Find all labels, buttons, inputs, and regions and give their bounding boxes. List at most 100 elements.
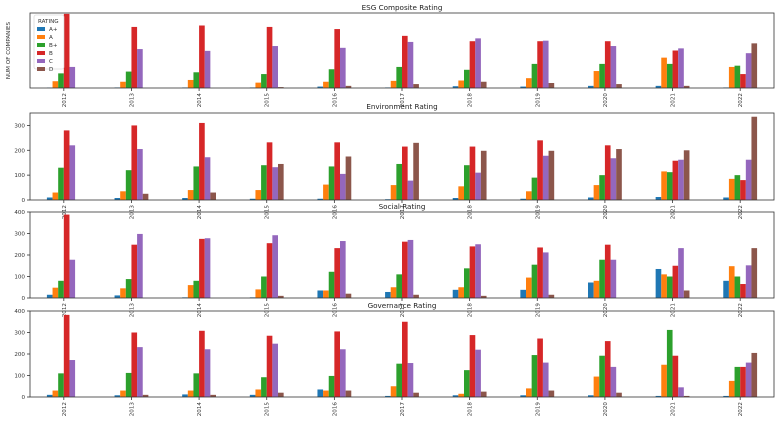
bar-A-2015 (255, 389, 262, 397)
y-tick-label: 100 (14, 173, 25, 179)
bar-B-2016 (334, 248, 340, 298)
bar-Aplus-2014 (182, 394, 188, 397)
bar-Bplus-2017 (396, 274, 402, 298)
bar-B-2021 (672, 355, 679, 397)
bar-A-2014 (187, 390, 194, 397)
bar-D-2022 (751, 248, 758, 298)
bar-A-2019 (526, 277, 532, 298)
legend-label: A+ (49, 27, 58, 33)
bar-Aplus-2018 (452, 395, 459, 397)
bar-B-2019 (537, 247, 543, 298)
bar-D-2017 (413, 392, 419, 397)
bar-B-2012 (63, 13, 70, 89)
bar-Bplus-2019 (531, 177, 538, 200)
bar-Bplus-2018 (464, 268, 470, 298)
bar-C-2014 (204, 157, 211, 200)
bar-Aplus-2020 (588, 395, 594, 397)
bar-Bplus-2017 (396, 66, 402, 88)
bar-Aplus-2017 (385, 395, 391, 397)
bar-Aplus-2018 (452, 289, 459, 298)
bar-Aplus-2016 (317, 389, 324, 397)
bar-C-2015 (272, 167, 278, 200)
legend: RATING A+ A B+ BCD (33, 14, 65, 73)
bar-A-2015 (255, 190, 262, 200)
bar-Aplus-2014 (182, 198, 188, 200)
bar-D-2021 (683, 395, 690, 397)
bar-B-2022 (740, 284, 746, 298)
bar-C-2017 (407, 180, 414, 200)
bar-B-2017 (402, 35, 408, 88)
bar-A-2014 (187, 79, 194, 88)
bar-Bplus-2017 (396, 363, 402, 397)
bar-D-2019 (548, 83, 555, 88)
legend-swatch (37, 35, 45, 39)
bar-Bplus-2013 (125, 71, 132, 88)
bar-Bplus-2013 (125, 372, 132, 397)
bar-C-2014 (204, 238, 211, 298)
x-tick-label: 2020 (603, 303, 609, 318)
bar-Bplus-2020 (599, 259, 605, 298)
bar-Aplus-2022 (723, 395, 729, 397)
bar-C-2017 (407, 41, 414, 88)
chart-title: Governance Rating (368, 301, 437, 310)
x-tick-label: 2018 (468, 303, 474, 318)
x-tick-label: 2012 (62, 303, 68, 317)
bar-Bplus-2012 (58, 373, 64, 397)
x-tick-label: 2013 (129, 93, 135, 108)
bar-A-2012 (52, 81, 59, 88)
x-tick-label: 2022 (738, 93, 744, 107)
bar-A-2019 (526, 78, 532, 88)
y-tick-label: 0 (21, 198, 25, 204)
bar-A-2015 (255, 82, 262, 88)
x-tick-label: 2012 (62, 93, 68, 107)
bar-A-2016 (323, 81, 329, 88)
x-tick-label: 2022 (738, 303, 744, 317)
bar-A-2012 (52, 287, 59, 298)
bar-B-2013 (131, 244, 138, 298)
bar-A-2013 (120, 390, 126, 397)
bar-A-2017 (390, 287, 397, 298)
x-tick-label: 2020 (603, 93, 609, 108)
bar-D-2015 (278, 163, 284, 200)
bar-Bplus-2020 (599, 355, 605, 397)
bar-A-2016 (323, 184, 329, 200)
y-tick-label: 100 (14, 374, 25, 380)
bar-C-2020 (610, 46, 617, 88)
bar-B-2013 (131, 332, 138, 397)
bar-Bplus-2019 (531, 63, 538, 88)
bar-D-2018 (480, 150, 487, 200)
legend-label: B+ (49, 43, 58, 49)
bar-C-2022 (745, 362, 752, 397)
x-tick-label: 2014 (197, 93, 203, 108)
y-tick-label: 400 (14, 210, 25, 216)
bar-B-2013 (131, 125, 138, 200)
bar-A-2012 (52, 192, 59, 200)
y-tick-label: 200 (14, 148, 25, 154)
bar-Aplus-2022 (723, 280, 729, 298)
bar-D-2019 (548, 150, 555, 200)
bar-Bplus-2013 (125, 279, 132, 298)
bar-C-2013 (137, 233, 143, 298)
bar-D-2020 (616, 149, 622, 200)
bar-Bplus-2019 (531, 355, 538, 397)
bar-A-2013 (120, 288, 126, 298)
bar-Aplus-2016 (317, 86, 324, 88)
bar-C-2015 (272, 343, 278, 397)
bar-C-2014 (204, 349, 211, 397)
bar-C-2016 (340, 173, 346, 200)
x-tick-label: 2018 (468, 402, 474, 417)
chart-panel-0: ESG Composite Rating 2012 2013 2014 2015 2016… (6, 3, 775, 108)
bar-Bplus-2016 (328, 375, 335, 397)
bar-D-2017 (413, 84, 419, 88)
legend-label: D (49, 67, 53, 73)
x-tick-label: 2012 (62, 402, 68, 416)
bar-Bplus-2015 (261, 165, 267, 200)
x-tick-label: 2019 (535, 303, 541, 318)
bar-A-2017 (390, 80, 397, 88)
bar-C-2019 (542, 252, 549, 298)
bar-C-2021 (678, 248, 684, 298)
bar-D-2014 (210, 394, 216, 397)
bar-Bplus-2022 (734, 276, 741, 298)
bar-C-2018 (475, 172, 481, 200)
